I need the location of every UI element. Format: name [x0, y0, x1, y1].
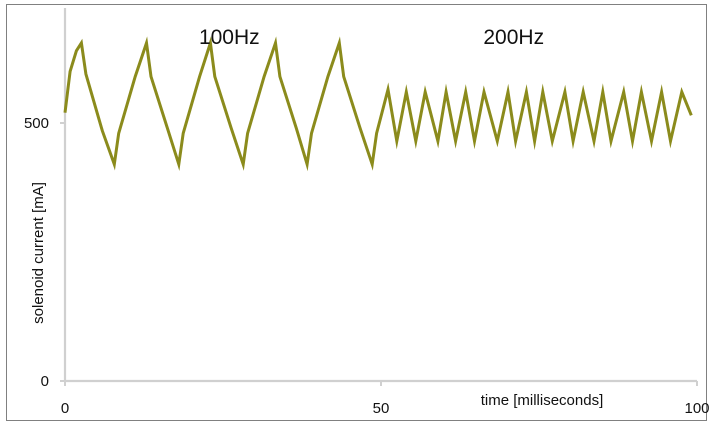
annotations: 100Hz 200Hz — [199, 26, 544, 49]
tick-marks — [60, 122, 698, 386]
series-line-solenoid-current — [63, 36, 693, 172]
chart-frame — [6, 4, 707, 421]
x-tick-label-1: 50 — [373, 400, 390, 417]
x-tick-label-2: 100 — [684, 400, 709, 417]
annotation-100hz: 100Hz — [199, 26, 260, 49]
tick-labels: 0 50 100 0 500 — [24, 115, 710, 417]
x-axis-title: time [milliseconds] — [481, 392, 604, 409]
annotation-200hz: 200Hz — [483, 26, 544, 49]
y-tick-label-1: 500 — [24, 115, 49, 132]
x-tick-label-0: 0 — [61, 400, 69, 417]
y-axis-title: solenoid current [mA] — [30, 182, 47, 324]
y-tick-label-0: 0 — [41, 373, 49, 390]
